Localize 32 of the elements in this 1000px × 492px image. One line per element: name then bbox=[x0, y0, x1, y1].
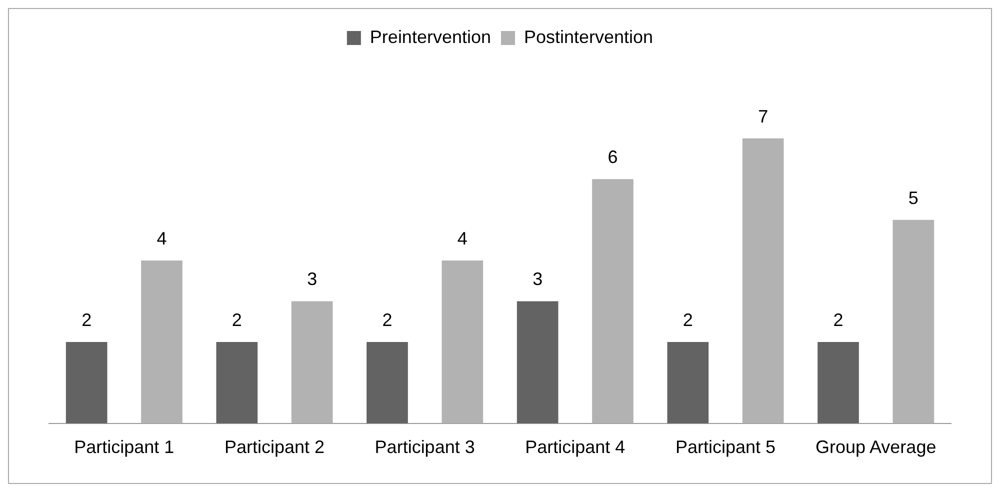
legend-label: Postintervention bbox=[524, 26, 654, 47]
data-label: 6 bbox=[608, 147, 618, 168]
data-label: 4 bbox=[457, 228, 468, 249]
x-tick-label: Group Average bbox=[815, 437, 936, 458]
data-label: 2 bbox=[82, 310, 92, 330]
bar bbox=[141, 260, 182, 424]
bar bbox=[442, 260, 484, 424]
data-label: 5 bbox=[908, 188, 918, 208]
bar bbox=[892, 220, 934, 424]
data-label: 2 bbox=[232, 310, 242, 330]
x-tick-label: Participant 1 bbox=[74, 437, 174, 458]
x-tick-label: Participant 4 bbox=[525, 437, 626, 458]
data-label: 7 bbox=[758, 106, 768, 126]
bar bbox=[216, 342, 258, 424]
data-label: 2 bbox=[833, 310, 844, 330]
x-tick-label: Participant 2 bbox=[224, 437, 325, 458]
legend-label: Preintervention bbox=[370, 26, 492, 47]
bar bbox=[592, 179, 634, 424]
data-label: 3 bbox=[307, 269, 318, 290]
data-label: 3 bbox=[532, 269, 543, 290]
bar bbox=[66, 342, 108, 424]
data-label: 4 bbox=[156, 228, 167, 249]
data-label: 2 bbox=[382, 310, 392, 330]
x-tick-label: Participant 5 bbox=[675, 437, 776, 458]
data-label: 2 bbox=[682, 310, 693, 330]
bar bbox=[291, 301, 333, 424]
bar bbox=[818, 342, 859, 424]
bar bbox=[742, 138, 784, 424]
bar bbox=[667, 342, 709, 424]
bar bbox=[516, 301, 558, 424]
bar bbox=[366, 342, 408, 424]
x-tick-label: Participant 3 bbox=[374, 437, 475, 458]
